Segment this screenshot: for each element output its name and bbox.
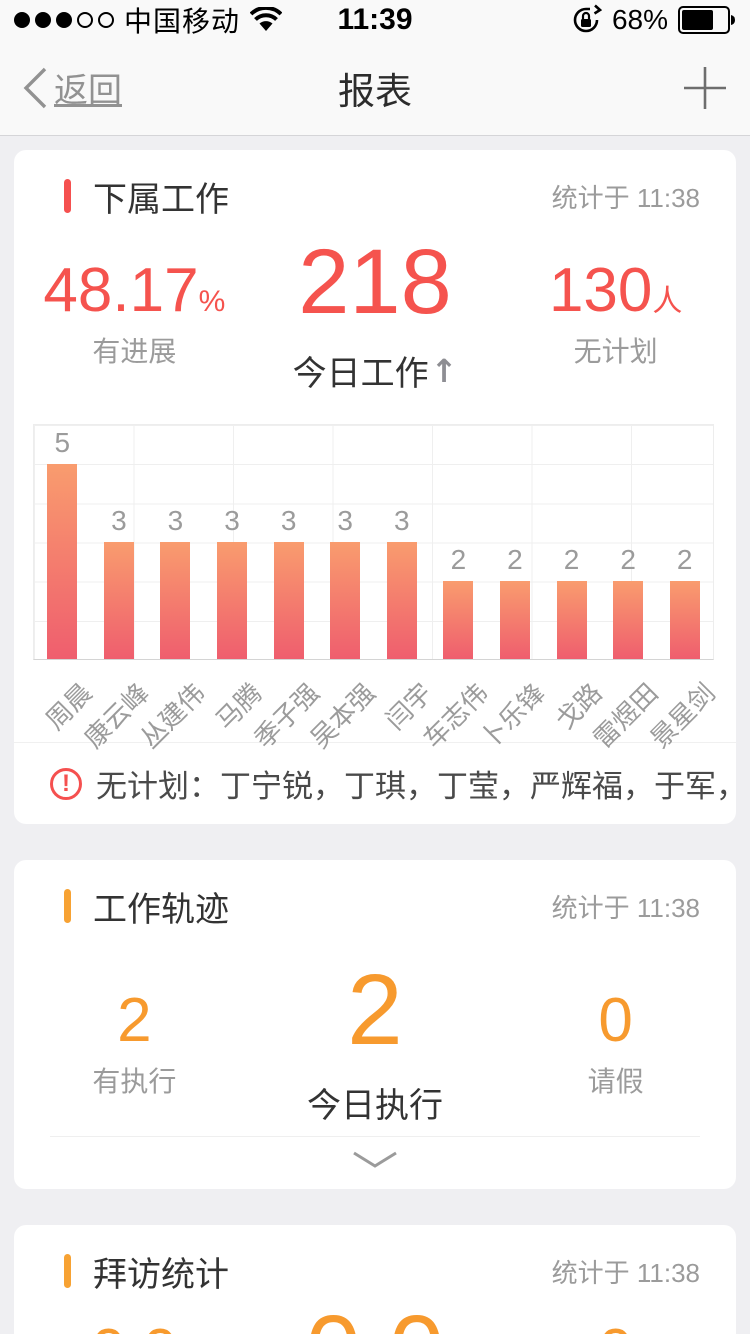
add-button[interactable] [682,65,728,111]
chart-bar [443,581,474,659]
stat-progress: 48.17% 有进展 [14,236,255,395]
stat-unit: 人 [652,285,683,318]
stat-value: 0 [598,986,633,1055]
warning-icon: ! [50,767,82,800]
card-visit-stats: 拜访统计 统计于 11:38 0.0 0.0 0 [14,1225,736,1334]
stat-left: 0.0 [14,1301,255,1334]
chart-xlabels: 周晨 康云峰 丛建伟 马腾 季子强 吴本强 闫宇 车志伟 卜乐锋 戈路 雷煜田 景星剑 [33,660,720,754]
chart-bar [556,581,587,659]
stat-label: 有执行 [92,1066,177,1097]
stat-today-work: 218 今日工作 ↑ [255,236,496,395]
stat-value: 0.0 [91,1321,177,1334]
signal-strength-icon [14,12,114,28]
accent-bar-icon [64,179,71,213]
divider [50,1136,700,1137]
bar-value-label: 2 [563,544,580,575]
stats-row: 48.17% 有进展 218 今日工作 ↑ 130人 无计划 [14,236,736,393]
bar-value-label: 3 [393,505,410,536]
back-chevron-icon [22,66,48,110]
up-arrow-icon: ↑ [430,351,458,390]
bar-value-label: 5 [54,427,71,458]
note-text: 无计划：丁宁锐，丁琪，丁莹，严辉福，于军，于海涛，代 [96,769,736,804]
stat-value: 0 [598,1321,632,1334]
stat-value: 218 [298,231,452,333]
status-time: 11:39 [337,3,413,36]
accent-bar-icon [64,889,71,923]
bar-value-label: 2 [450,544,467,575]
stat-executed: 2 有执行 [14,960,255,1127]
plus-icon [684,66,726,109]
card-work-track: 工作轨迹 统计于 11:38 2 有执行 2 今日执行 0 请假 [14,860,736,1189]
status-bar: 中国移动 11:39 68% [0,0,750,40]
back-label: 返回 [54,72,122,110]
stat-right: 0 [495,1301,736,1334]
back-button[interactable]: 返回 [22,63,122,112]
expand-button[interactable] [14,1137,736,1189]
card-header: 下属工作 统计于 11:38 [14,150,736,219]
bar-chart: 5 3 3 3 3 3 3 2 2 2 2 2 周晨 康云峰 丛建伟 马腾 季子强 吴本强 闫宇 车志伟 卜乐锋 戈路雷… [33,424,720,754]
stat-leave: 0 请假 [495,960,736,1127]
card-title: 下属工作 [93,180,229,219]
bar-value-label: 3 [337,505,353,536]
stats-row: 2 有执行 2 今日执行 0 请假 [14,960,736,1125]
stat-value: 2 [117,986,152,1055]
bar-value-label: 2 [676,544,693,575]
chart-bar [103,542,134,659]
stat-label: 无计划 [573,336,658,367]
stat-value: 130 [548,256,653,325]
carrier-label: 中国移动 [124,6,241,37]
stat-center: 0.0 [255,1301,496,1334]
bar-value-label: 3 [111,505,127,536]
chart-plot: 5 3 3 3 3 3 3 2 2 2 2 2 [33,424,714,660]
stat-time-label: 统计于 11:38 [551,1257,700,1288]
no-plan-note: ! 无计划：丁宁锐，丁琪，丁莹，严辉福，于军，于海涛，代 [14,742,736,824]
stat-today-execute: 2 今日执行 [255,960,496,1127]
chevron-down-icon [353,1151,397,1168]
bar-value-label: 2 [507,544,523,575]
orientation-lock-icon [570,4,602,36]
stats-row: 0.0 0.0 0 [14,1301,736,1334]
stat-value: 48.17 [43,256,199,325]
stat-value: 2 [347,954,403,1066]
chart-bar [217,542,248,659]
card-title: 工作轨迹 [93,890,229,929]
battery-icon [678,6,736,34]
chart-bar [613,581,644,659]
card-title: 拜访统计 [93,1255,229,1294]
stat-label: 有进展 [92,336,177,367]
wifi-icon [250,7,283,33]
stat-unit: % [198,285,226,318]
stat-value: 0.0 [305,1301,444,1334]
stat-time-label: 统计于 11:38 [551,892,700,923]
chart-bar [330,542,361,659]
bar-value-label: 3 [167,505,184,536]
stat-time-label: 统计于 11:38 [551,182,700,213]
chart-bar [273,542,304,659]
bar-value-label: 2 [620,544,636,575]
stat-label: 今日执行 [306,1087,443,1125]
bar-value-label: 3 [224,505,240,536]
stat-no-plan: 130人 无计划 [495,236,736,395]
stat-label: 今日工作 [292,355,429,393]
chart-bar [669,581,700,659]
chart-bar [47,464,78,659]
chart-bar [160,542,191,659]
stat-label: 请假 [587,1066,644,1097]
chart-bar [386,542,417,659]
accent-bar-icon [64,1254,71,1288]
chart-bar [499,581,530,659]
battery-percent-label: 68% [611,4,668,35]
page-title: 报表 [338,70,412,112]
bar-value-label: 3 [280,505,297,536]
card-header: 工作轨迹 统计于 11:38 [14,860,736,929]
nav-bar: 报表 返回 [0,40,750,136]
card-subordinate-work: 下属工作 统计于 11:38 48.17% 有进展 218 今日工作 ↑ 130… [14,150,736,824]
card-header: 拜访统计 统计于 11:38 [14,1225,736,1294]
